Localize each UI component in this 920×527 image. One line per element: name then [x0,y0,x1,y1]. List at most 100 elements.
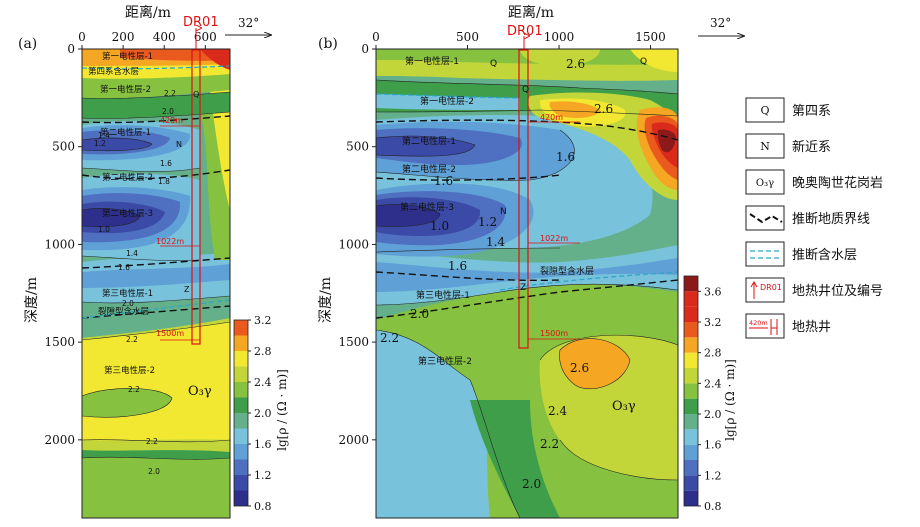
panel-b-xtick-label-0: 0 [372,30,380,44]
panel-a-xtick-label-3: 600 [194,30,217,44]
panel-b-layer-labels-0: 第一电性层-1 [405,55,459,67]
panel-a-depth-mark-2: 1022m [156,237,184,246]
panel-b-layer-labels-6: 第三电性层-1 [416,289,470,301]
legend-item-2: O₃γ 晚奥陶世花岗岩 [745,169,883,195]
panel-b-colorbar-band-4 [684,429,698,445]
panel-b-colorbar-band-3 [684,444,698,460]
panel-a-layer-labels-4: 第二电性层-2 [102,172,153,183]
panel-b-colorbar-band-14 [684,276,698,292]
panel-b-contour-labels-12: 2.2 [540,437,559,451]
legend-symbol-1: N [760,140,770,153]
panel-b-contour-labels-6: 1.4 [486,235,505,249]
legend-item-5: DR01 地热井位及编号 [745,277,883,303]
legend-swatch-1 [745,133,785,159]
panel-b-annotations: 第一电性层-1 第一电性层-2 第二电性层-1 第二电性层-2 第二电性层-3 裂隙型含水… [380,55,647,491]
panel-b-frame [375,48,679,519]
panel-a: 0 200 400 600 0 500 1000 1500 2000 (a) 距离/m 深度/m… [18,4,289,519]
legend-label-2: 晚奥陶世花岗岩 [792,175,883,191]
panel-a-colorbar-tick-label-4: 2.4 [254,376,272,389]
legend-item-0: Q 第四系 [745,97,831,123]
panel-b-contour-labels-0: 2.6 [566,57,585,71]
panel-b-colorbar-tick-label-6: 3.2 [704,316,722,329]
panel-b-colorbar-tick-label-0: 0.8 [704,500,722,513]
legend-label-4: 推断含水层 [792,247,857,263]
panel-a-xlabel: 距离/m [125,4,171,21]
panel-a-layer-labels-3: 第二电性层-1 [100,127,151,138]
legend-label-6: 地热井 [792,320,831,335]
panel-b-strata-letters-1: Q [640,57,647,67]
legend-label-0: 第四系 [792,104,831,119]
panel-a-contour-labels-8: 1.4 [126,249,138,258]
panel-a-colorbar-band-7 [234,382,248,398]
panel-b-strata-letters-0: Q [490,59,497,69]
panel-a-colorbar-tick-label-0: 0.8 [254,500,272,513]
panel-a-colorbar-tick-label-6: 3.2 [254,314,272,327]
panel-a-contour-labels-2: 1.4 [98,131,110,140]
panel-b-colorbar-tick-label-5: 2.8 [704,347,722,360]
panel-b-depth-mark-1: 420m [540,113,563,122]
panel-a-colorbar-band-8 [234,366,248,382]
panel-b-colorbar-frame [683,275,699,507]
panel-b-colorbar-tick-label-4: 2.4 [704,377,722,390]
panel-b-colorbar-band-12 [684,306,698,322]
panel-a-layer-labels-8: 第三电性层-2 [104,365,155,376]
legend-symbol-0: Q [760,104,769,117]
panel-b-contour-labels-8: 2.0 [410,307,429,321]
panel-a-contour-labels-13: 2.0 [148,467,160,476]
panel-b-colorbar-band-11 [684,322,698,338]
panel-a-ytick-label-2: 1000 [44,237,75,251]
panel-a-colorbar-tick-label-5: 2.8 [254,345,272,358]
panel-b-well: 420m 1022m 1500m [518,36,580,349]
panel-a-colorbar-label: lg[ρ / (Ω · m)] [275,369,289,451]
panel-b-colorbar-band-8 [684,368,698,384]
panel-b-orientation: 32° [710,16,731,30]
panel-a-contour-labels-0: 2.2 [164,89,176,98]
legend-swatch-3 [745,205,785,231]
panel-b-contour-labels-4: 1.0 [430,219,449,233]
panel-b-ytick-label-0: 0 [361,42,369,56]
panel-a-layer-labels-1: 第四系含水层 [88,66,139,77]
panel-a-colorbar-band-3 [234,444,248,460]
panel-a-ytick-label-1: 500 [52,140,75,154]
panel-a-layer-labels-5: 第二电性层-3 [102,208,153,219]
panel-b-ytick-label-4: 2000 [338,433,369,447]
panel-b-rock-label: O₃γ [612,399,636,414]
panel-a-well-label: DR01 [183,15,219,30]
panel-b-layer-labels-7: 第三电性层-2 [418,355,472,367]
panel-b-colorbar-band-6 [684,398,698,414]
panel-b-colorbar-band-9 [684,352,698,368]
panel-b-xtick-label-1: 500 [456,30,479,44]
panel-a-contour-labels-5: 1.8 [158,177,170,186]
panel-a-colorbar-band-10 [234,335,248,351]
panel-a-depth-mark-1: 420m [160,116,183,125]
panel-a-ytick-label-4: 2000 [44,433,75,447]
panel-a-contour-labels-10: 2.2 [126,335,138,344]
panel-b-colorbar-tick-label-7: 3.6 [704,285,722,298]
panel-b-contour-labels-5: 1.2 [478,215,497,229]
legend-item-6: 420m 地热井 [745,313,831,339]
panel-a-xtick-label-0: 0 [78,30,86,44]
panel-b-contour-labels-9: 2.2 [380,331,399,345]
panel-a-colorbar-tick-label-3: 2.0 [254,407,272,420]
panel-a-contour-labels-7: 1.6 [118,263,130,272]
panel-a-rock-label: O₃γ [188,384,212,399]
panel-a-contour-labels-1: 2.0 [162,107,174,116]
legend-well-arrow [750,281,758,299]
panel-b-colorbar-label: lg[ρ / (Ω · m)] [723,359,737,441]
panel-a-xtick-label-2: 400 [153,30,176,44]
panel-b-contour-labels-7: 1.6 [448,259,467,273]
panel-a-colorbar-tick-label-2: 1.6 [254,438,272,451]
panel-b-colorbar-band-10 [684,337,698,353]
legend-swatch-2 [745,169,785,195]
panel-a-ytick-label-0: 0 [67,42,75,56]
panel-b-depth-mark-2: 1022m [540,234,568,243]
panel-b-layer-labels-5: 裂隙型含水层 [540,265,594,277]
panel-b-layer-labels-3: 第二电性层-2 [402,163,456,175]
panel-a-layer-labels-6: 第三电性层-1 [102,288,153,299]
panel-a-strata-letters-1: N [176,140,182,149]
panel-b-strata-letters-3: N [500,207,507,217]
panel-a-ylabel: 深度/m [24,277,40,323]
panel-b-colorbar-tick-label-2: 1.6 [704,439,722,452]
panel-a-resistivity-map [82,49,230,518]
